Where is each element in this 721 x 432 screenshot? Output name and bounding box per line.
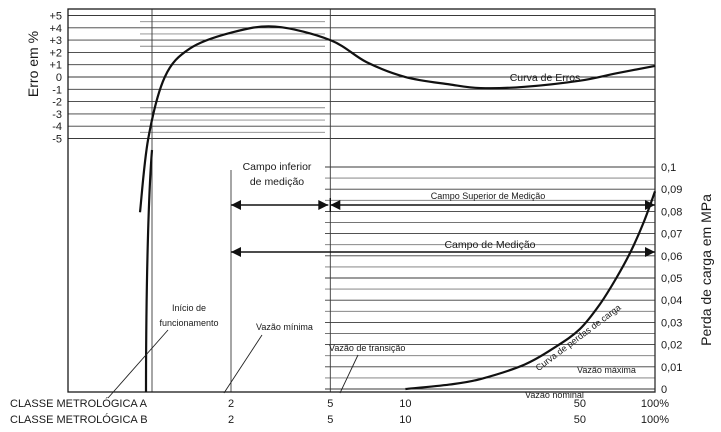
pressure-axis-title: Perda de carga em MPa <box>698 194 714 346</box>
campo-inferior-line2: de medição <box>250 176 304 188</box>
vazao-minima-leader <box>223 334 263 394</box>
inicio-label-1: Início de <box>172 303 206 313</box>
campo-inferior-arrow-head-right <box>318 200 329 210</box>
error-axis: +5+4+3+2+10-1-2-3-4-5 <box>49 11 62 146</box>
error-tick-label: -1 <box>52 84 62 96</box>
campo-medicao-arrow-head-right <box>645 247 655 257</box>
x-tick-label: 100% <box>641 414 669 426</box>
classe-a-label: CLASSE METROLÓGICA A <box>10 397 148 410</box>
campo-superior-arrow-head-left <box>330 200 341 210</box>
range-arrows <box>231 198 655 257</box>
x-tick-label: 2 <box>228 414 234 426</box>
error-tick-label: +1 <box>49 60 62 72</box>
pressure-tick-label: 0,06 <box>661 251 682 263</box>
error-tick-label: -4 <box>52 121 62 133</box>
x-tick-label: 10 <box>399 414 411 426</box>
campo-superior-label: Campo Superior de Medição <box>431 191 546 201</box>
curva-perdas-line <box>405 191 657 391</box>
grid <box>68 9 655 392</box>
vazao-nominal-label: Vazão nominal <box>525 390 584 400</box>
error-tick-label: +2 <box>49 47 62 59</box>
campo-medicao-arrow-head-left <box>231 247 241 257</box>
classe-b-label: CLASSE METROLÓGICA B <box>10 413 148 426</box>
vazao-transicao-leader <box>339 354 359 394</box>
error-tick-label: -2 <box>52 97 62 109</box>
pressure-tick-label: 0,05 <box>661 273 682 285</box>
inicio-label-2: funcionamento <box>159 318 218 328</box>
vazao-transicao-label: Vazão de transição <box>329 343 405 353</box>
error-tick-label: -5 <box>52 134 62 146</box>
pressure-tick-label: 0,01 <box>661 362 682 374</box>
error-tick-label: -3 <box>52 109 62 121</box>
pressure-tick-label: 0,08 <box>661 206 682 218</box>
error-tick-label: 0 <box>56 72 62 84</box>
campo-inferior-line1: Campo inferior <box>243 161 312 173</box>
curva-erros-line <box>138 25 656 213</box>
x-tick-label: 5 <box>327 398 333 410</box>
x-tick-label: 50 <box>574 398 586 410</box>
x-tick-label: 100% <box>641 398 669 410</box>
inicio-branch-line <box>144 149 154 393</box>
pressure-tick-label: 0,1 <box>661 162 676 174</box>
inicio-leader <box>107 329 169 399</box>
campo-inferior-arrow-head-left <box>231 200 241 210</box>
pressure-tick-label: 0,07 <box>661 229 682 241</box>
campo-medicao-label: Campo de Medição <box>444 239 535 251</box>
pressure-tick-label: 0 <box>661 384 667 396</box>
error-tick-label: +4 <box>49 23 62 35</box>
campo-superior-arrow-head-right <box>645 200 655 210</box>
error-tick-label: +3 <box>49 35 62 47</box>
series-curves <box>138 25 657 393</box>
annotation-leaders <box>107 329 359 399</box>
x-tick-label: 2 <box>228 398 234 410</box>
pressure-tick-label: 0,09 <box>661 184 682 196</box>
vazao-minima-label: Vazão mínima <box>256 322 313 332</box>
x-axis-ticks: 2 5 10 50 100% 2 5 10 50 100% <box>228 398 669 426</box>
error-axis-title: Erro em % <box>25 31 41 97</box>
pressure-tick-label: 0,03 <box>661 317 682 329</box>
curva-erros-label: Curva de Erros <box>510 72 581 84</box>
pressure-axis: 0,1 0,09 0,08 0,07 0,06 0,05 0,04 0,03 0,02 0,01 0 <box>661 162 682 396</box>
curva-perdas-label: Curva de perdas de carga <box>534 302 623 373</box>
pressure-tick-label: 0,04 <box>661 295 682 307</box>
error-tick-label: +5 <box>49 11 62 23</box>
x-tick-label: 10 <box>399 398 411 410</box>
x-tick-label: 5 <box>327 414 333 426</box>
vazao-maxima-label: Vazão máxima <box>577 365 636 375</box>
pressure-tick-label: 0,02 <box>661 340 682 352</box>
x-tick-label: 50 <box>574 414 586 426</box>
